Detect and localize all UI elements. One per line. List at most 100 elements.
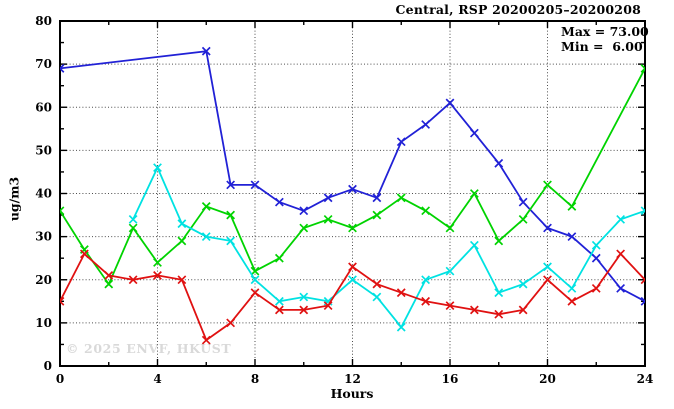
series-red-marker: [60, 296, 65, 306]
series-red-marker: [567, 296, 577, 306]
series-red-marker: [421, 296, 431, 306]
series-red-marker: [79, 249, 89, 259]
series-red-marker: [226, 318, 236, 328]
series-green-marker: [274, 253, 284, 263]
series-red-marker: [518, 305, 528, 315]
series-green-marker: [348, 223, 357, 233]
series-blue-marker: [616, 283, 626, 293]
series-green-marker: [177, 236, 187, 246]
series-green-marker: [445, 223, 455, 233]
series-green-marker: [421, 206, 431, 216]
series-blue-marker: [299, 206, 309, 216]
min-annotation: Min = 6.00: [561, 39, 643, 54]
series-red-marker: [543, 275, 552, 285]
series-red-marker: [396, 288, 406, 298]
series-green-marker: [226, 210, 236, 220]
series-red: [60, 249, 645, 345]
y-tick-label: 20: [35, 273, 52, 287]
series-blue-marker: [201, 46, 211, 56]
series-cyan-marker: [299, 292, 309, 302]
series-green-marker: [469, 189, 479, 198]
series-blue-marker: [640, 296, 645, 306]
y-tick-label: 50: [35, 143, 52, 157]
x-tick-label: 0: [56, 372, 64, 386]
x-tick-label: 16: [442, 372, 459, 386]
series-green-marker: [494, 236, 504, 246]
series-red-marker: [640, 275, 645, 285]
series-red-marker: [616, 249, 626, 259]
series-green-marker: [396, 193, 406, 203]
series-blue-marker: [567, 232, 577, 242]
series-red-marker: [591, 283, 601, 293]
series-red-marker: [128, 275, 138, 285]
watermark: © 2025 ENVF, HKUST: [66, 341, 232, 356]
series-green-marker: [104, 279, 114, 289]
series-green-marker: [250, 266, 260, 276]
series-red-marker: [372, 279, 382, 289]
series-cyan-marker: [226, 236, 236, 246]
series-green-marker: [201, 202, 211, 211]
series-blue: [60, 46, 645, 306]
x-tick-label: 4: [153, 372, 161, 386]
series-blue-marker: [396, 137, 406, 147]
y-tick-label: 0: [44, 359, 52, 373]
y-axis-label: ug/m3: [6, 176, 22, 222]
series-cyan-line: [132, 165, 645, 329]
series-blue-marker: [372, 193, 382, 203]
series-blue-marker: [348, 184, 357, 194]
series-cyan-marker: [201, 232, 211, 242]
series-cyan-marker: [128, 214, 138, 224]
y-tick-label: 40: [35, 187, 52, 201]
series-green-marker: [372, 210, 382, 220]
series-green-marker: [567, 202, 577, 211]
series-cyan-marker: [494, 288, 504, 298]
series-red-marker: [299, 305, 309, 315]
series-red-marker: [201, 335, 211, 345]
series-red-marker: [250, 288, 260, 298]
series-red-marker: [323, 301, 333, 311]
series-cyan-marker: [543, 262, 552, 272]
series-cyan-marker: [153, 163, 162, 173]
series-cyan-marker: [177, 219, 187, 229]
series-blue-marker: [445, 98, 455, 108]
series-cyan-marker: [250, 275, 260, 285]
series-blue-marker: [518, 197, 528, 207]
series-cyan-marker: [591, 240, 601, 250]
series-red-marker: [153, 271, 162, 280]
series-blue-marker: [250, 180, 260, 190]
series-cyan-marker: [567, 283, 577, 293]
series-blue-marker: [469, 128, 479, 138]
x-tick-label: 24: [637, 372, 654, 386]
series-blue-marker: [543, 223, 552, 233]
series-blue-marker: [421, 120, 431, 129]
series-cyan-marker: [445, 266, 455, 276]
series-cyan-marker: [372, 292, 382, 302]
series-green-marker: [128, 223, 138, 233]
series-green-marker: [299, 223, 309, 233]
y-tick-label: 60: [35, 100, 52, 114]
series-cyan-marker: [396, 322, 406, 332]
series-red-marker: [469, 305, 479, 315]
series-red-marker: [104, 271, 114, 280]
series-cyan-marker: [616, 214, 626, 224]
series-green-marker: [640, 64, 645, 73]
y-tick-label: 30: [35, 230, 52, 244]
x-tick-label: 12: [344, 372, 361, 386]
series-cyan-marker: [274, 296, 284, 306]
series-blue-marker: [226, 180, 236, 190]
series-green: [60, 64, 645, 289]
series-cyan-marker: [518, 279, 528, 289]
series-red-marker: [348, 262, 357, 272]
series-cyan-marker: [640, 206, 645, 216]
series-red-marker: [494, 309, 504, 319]
series-cyan-marker: [469, 240, 479, 250]
series-red-marker: [177, 275, 187, 285]
series-red-marker: [274, 305, 284, 315]
x-tick-label: 8: [251, 372, 259, 386]
series-red-marker: [445, 301, 455, 311]
series-blue-marker: [60, 64, 65, 73]
x-tick-label: 20: [539, 372, 556, 386]
series-green-marker: [518, 214, 528, 224]
